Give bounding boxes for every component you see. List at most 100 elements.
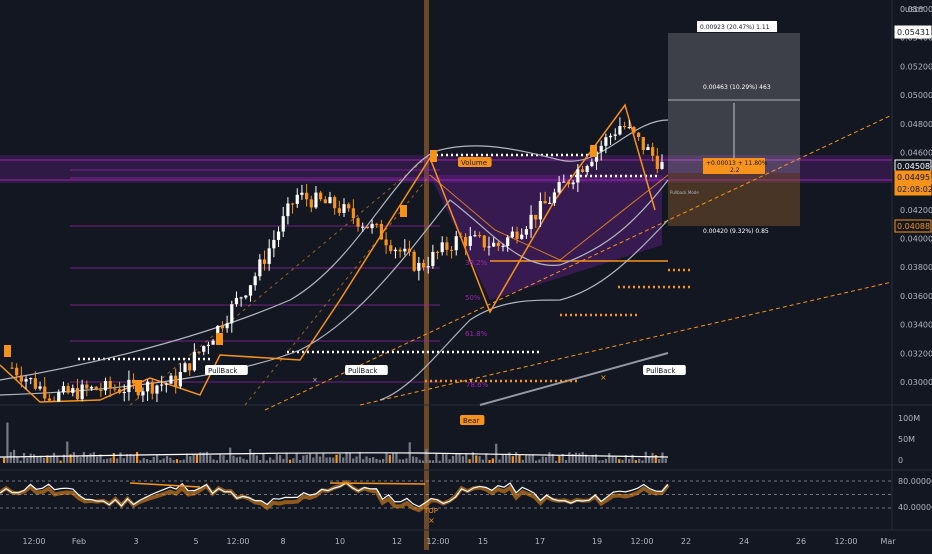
fib-label-382: 38.2% xyxy=(465,259,488,267)
volume-bar xyxy=(69,454,72,463)
volume-bar xyxy=(22,452,26,463)
candle-body xyxy=(253,276,257,286)
time-tick: 12:00 xyxy=(22,537,45,546)
volume-bar xyxy=(278,455,282,463)
candle-body xyxy=(506,237,510,246)
candle-body xyxy=(459,236,463,238)
volume-bar xyxy=(86,455,89,463)
candle-body xyxy=(38,386,42,389)
candle-body xyxy=(445,242,449,250)
volume-bar xyxy=(574,452,578,463)
candle-body xyxy=(407,248,412,252)
candle-body xyxy=(463,237,468,246)
volume-bar xyxy=(112,453,115,463)
candle-body xyxy=(43,386,47,399)
volume-bar xyxy=(531,454,534,463)
bollinger-upper xyxy=(0,119,669,381)
candle-body xyxy=(89,386,94,389)
candle-body xyxy=(599,145,603,152)
candle-body xyxy=(618,125,622,135)
price-tick: 0.03400 xyxy=(900,321,932,330)
stop-price-badge-box xyxy=(894,219,932,233)
time-tick: 5 xyxy=(193,537,198,546)
pullback-label-box xyxy=(643,365,686,375)
volume-bar xyxy=(182,459,185,463)
volume-bar xyxy=(402,459,405,463)
volume-bar xyxy=(202,452,205,463)
volume-bar xyxy=(445,454,448,463)
pullback-label: PullBack xyxy=(646,367,676,375)
volume-bar xyxy=(348,452,351,463)
candle-body xyxy=(183,363,187,373)
position-mid-label: 0.00463 (10.29%) 463 xyxy=(703,84,771,91)
candle-body xyxy=(510,231,514,238)
candle-body xyxy=(482,235,486,248)
volume-bar xyxy=(475,455,478,463)
candle-body xyxy=(174,375,178,387)
volume-bar xyxy=(116,458,119,463)
candle-body xyxy=(276,231,281,240)
candle-body xyxy=(10,367,14,369)
volume-signal-label: Volume xyxy=(461,159,487,167)
candle-body xyxy=(202,346,206,352)
volume-bar xyxy=(199,452,202,463)
cross-marker-icon: × xyxy=(428,516,435,525)
candle-body xyxy=(309,199,313,208)
candle-body xyxy=(146,381,150,392)
candle-body xyxy=(403,248,407,252)
volume-bar xyxy=(641,460,644,463)
volume-bar xyxy=(169,457,172,463)
volume-bar xyxy=(255,455,258,463)
signal-marker-icon xyxy=(400,205,407,217)
volume-bar xyxy=(594,454,598,463)
volume-bar xyxy=(614,456,617,463)
volume-bar xyxy=(92,452,95,463)
fib-label-786: 78.6% xyxy=(466,381,489,389)
volume-bar xyxy=(525,455,528,463)
candle-body xyxy=(160,384,164,386)
volume-bar xyxy=(315,453,318,463)
volume-bar xyxy=(538,459,541,463)
volume-bar xyxy=(49,455,52,463)
volume-bar xyxy=(515,452,518,463)
candle-body xyxy=(178,372,182,387)
volume-bar xyxy=(328,457,332,463)
volume-bar xyxy=(658,459,661,463)
candle-body xyxy=(613,134,617,136)
candle-body xyxy=(300,192,304,195)
volume-bar xyxy=(139,460,142,463)
fib-label-50: 50% xyxy=(465,294,481,302)
volume-signal-label-box xyxy=(458,157,492,167)
volume-bar xyxy=(465,453,468,463)
volume-bar xyxy=(638,458,641,463)
signal-marker-icon xyxy=(430,150,437,162)
candle-body xyxy=(468,236,472,246)
candle-body xyxy=(421,262,426,268)
candle-body xyxy=(487,246,491,248)
candle-body xyxy=(33,378,37,389)
candle-body xyxy=(29,378,33,380)
candle-body xyxy=(552,192,557,203)
volume-bar xyxy=(292,458,295,463)
time-tick: 24 xyxy=(739,537,749,546)
volume-bar xyxy=(358,451,361,463)
pullback-label-box xyxy=(205,365,248,375)
volume-bar xyxy=(162,458,165,463)
candle-body xyxy=(571,182,575,185)
volume-bar xyxy=(106,458,109,463)
cross-marker-icon: × xyxy=(312,376,318,384)
volume-bar xyxy=(498,459,501,463)
candle-countdown-badge: 02:08:02 xyxy=(897,185,932,194)
volume-bar xyxy=(624,454,627,463)
candle-body xyxy=(281,216,285,232)
pullback-label: PullBack xyxy=(208,367,238,375)
volume-bar xyxy=(232,455,235,463)
candle-body xyxy=(492,242,496,247)
time-tick: 12:00 xyxy=(426,537,449,546)
volume-bar xyxy=(604,458,608,463)
candle-body xyxy=(393,249,398,252)
volume-bar xyxy=(325,457,328,463)
candle-body xyxy=(99,389,103,391)
